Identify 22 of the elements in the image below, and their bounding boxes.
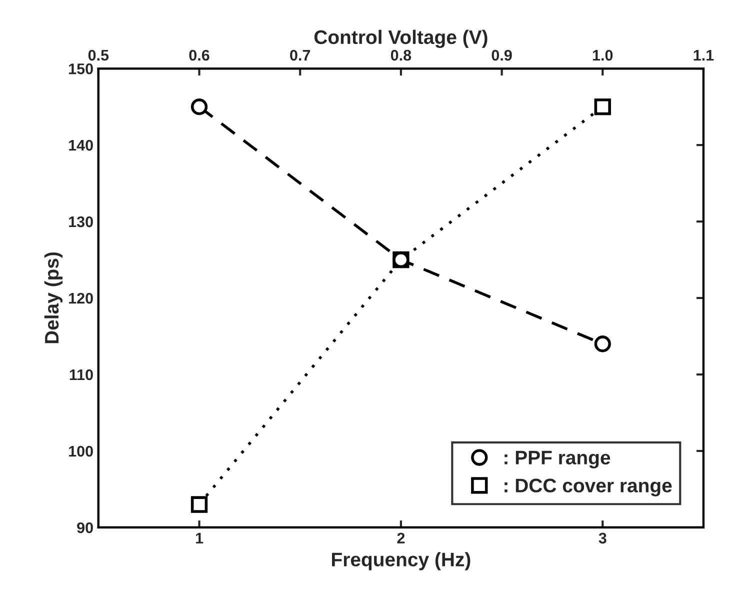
legend-label: : DCC cover range	[504, 478, 672, 496]
x-tick-label: 1	[196, 532, 204, 544]
x2-tick-label: 0.8	[390, 50, 412, 61]
x2-tick-label: 0.7	[290, 50, 310, 61]
y-tick-label: 140	[69, 140, 93, 151]
y-tick-label: 90	[77, 522, 93, 534]
x2-axis-title: Control Voltage (V)	[314, 30, 488, 48]
x2-tick-label: 0.5	[88, 50, 109, 61]
x2-tick-label: 0.6	[189, 50, 210, 61]
x2-tick-label: 0.9	[492, 50, 512, 61]
y-tick-label: 130	[69, 216, 93, 228]
legend-label: : PPF range	[504, 450, 610, 468]
x-axis-title: Frequency (Hz)	[332, 552, 470, 570]
x-tick-label: 3	[598, 532, 606, 544]
x-tick-label: 2	[397, 532, 405, 544]
x2-tick-label: 1.0	[592, 50, 613, 61]
y-axis-title: Delay (ps)	[44, 252, 63, 344]
y-tick-label: 110	[70, 369, 93, 380]
y-tick-label: 120	[69, 292, 93, 304]
x2-tick-label: 1.1	[694, 50, 714, 61]
y-tick-label: 100	[69, 446, 93, 457]
y-tick-label: 150	[69, 63, 93, 74]
